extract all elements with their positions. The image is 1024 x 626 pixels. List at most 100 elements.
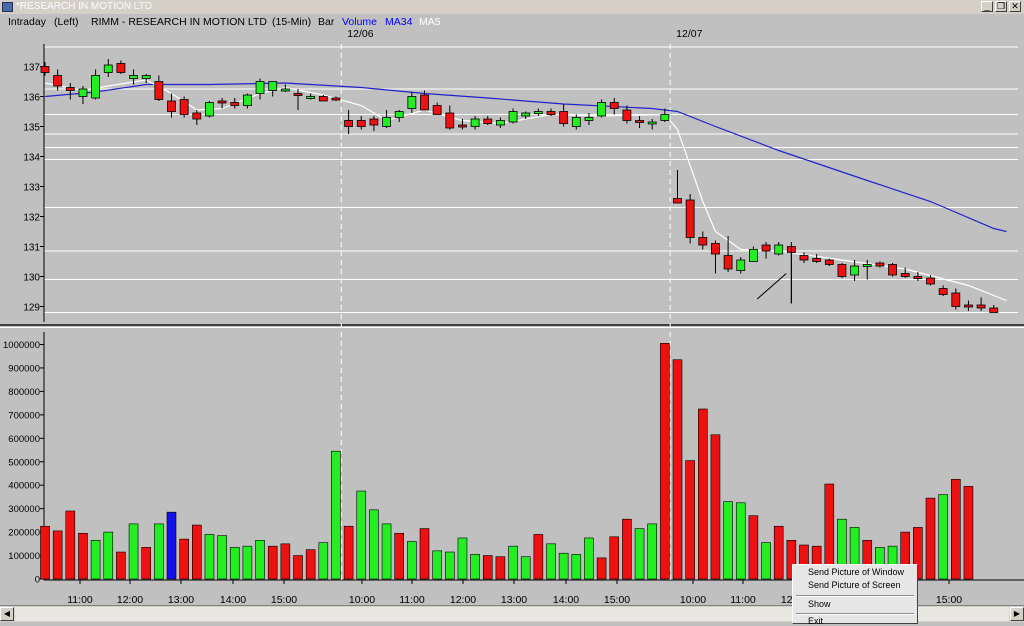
header-item: MA34 — [385, 16, 413, 28]
candle-body — [116, 63, 126, 73]
time-tick-label: 15:00 — [604, 594, 630, 606]
candle-body — [483, 118, 493, 124]
volume-tick-label: 1000000 — [3, 340, 40, 351]
candle-body — [989, 307, 999, 313]
candle-body — [217, 100, 227, 104]
candle-body — [698, 237, 708, 246]
volume-bar — [634, 528, 645, 580]
volume-bar — [394, 532, 405, 580]
candle-body — [723, 255, 733, 270]
candle-body — [382, 117, 391, 127]
candle-body — [635, 120, 644, 123]
candle-body — [318, 96, 328, 102]
candle-body — [344, 120, 354, 127]
volume-bar — [773, 525, 784, 580]
volume-bar — [369, 509, 379, 580]
title-bar[interactable]: *RESEARCH IN MOTION LTD _ ❐ ✕ — [0, 0, 1024, 15]
volume-bar — [558, 552, 569, 580]
candle-body — [533, 111, 543, 114]
chart-area[interactable]: 129 130 131 132 133 134 135 136 137 Intraday (Lef… — [0, 14, 1024, 606]
menu-item-exit[interactable]: Exit — [808, 616, 824, 626]
chart-svg[interactable]: 129 130 131 132 133 134 135 136 137 Intraday (Lef… — [0, 14, 1024, 606]
header-item: Bar — [318, 16, 335, 28]
candle-body — [129, 75, 138, 79]
candle-body — [91, 75, 100, 99]
candle-body — [913, 276, 923, 279]
menu-item-send-picture-window[interactable]: Send Picture of Window — [808, 567, 905, 577]
time-tick-label: 11:00 — [730, 594, 756, 606]
volume-bar — [963, 486, 974, 580]
volume-bar — [128, 523, 139, 580]
candle-body — [875, 262, 885, 267]
candle-body — [141, 75, 151, 79]
volume-bar — [204, 534, 215, 580]
menu-item-show[interactable]: Show — [808, 599, 831, 609]
app-icon — [2, 2, 13, 12]
candle-body — [103, 64, 113, 73]
volume-bar — [647, 523, 658, 580]
candle-body — [230, 102, 240, 106]
candle-body — [761, 244, 771, 252]
close-button[interactable]: ✕ — [1009, 1, 1021, 12]
price-tick-label: 129 — [23, 303, 40, 314]
volume-bar — [660, 343, 670, 580]
volume-bar — [40, 525, 50, 580]
volume-bar — [457, 537, 468, 580]
candle-body — [749, 249, 758, 262]
minimize-button[interactable]: _ — [981, 1, 993, 12]
candle-body — [268, 81, 278, 91]
volume-bar — [407, 541, 417, 580]
header-item: Intraday — [8, 16, 47, 28]
volume-bar — [432, 550, 442, 580]
candle-body — [242, 94, 252, 106]
candle-body — [420, 94, 429, 111]
candle-body — [799, 255, 809, 261]
context-menu[interactable]: Send Picture of Window Send Picture of S… — [792, 564, 918, 626]
volume-bar — [331, 450, 341, 580]
candle-body — [584, 117, 594, 121]
volume-tick-label: 400000 — [8, 481, 40, 492]
scroll-track[interactable] — [15, 607, 1009, 621]
date-label: 12/06 — [347, 28, 373, 40]
candle-body — [521, 112, 531, 117]
volume-bar — [381, 523, 392, 580]
candle-body — [167, 100, 176, 112]
candle-body — [622, 109, 632, 121]
price-tick-label: 134 — [23, 153, 40, 164]
candle-body — [736, 259, 746, 271]
candle-body — [850, 265, 859, 276]
candle-body — [824, 259, 834, 265]
scroll-right-arrow-icon[interactable]: ▶ — [1010, 607, 1024, 621]
volume-bar — [470, 554, 480, 580]
scroll-left-arrow-icon[interactable]: ◀ — [0, 607, 14, 621]
volume-bar — [938, 494, 948, 580]
volume-bar — [65, 510, 76, 580]
menu-separator — [796, 613, 914, 615]
candle-body — [432, 105, 442, 115]
volume-bar — [90, 540, 101, 580]
candle-body — [938, 288, 948, 295]
volume-bar — [141, 547, 151, 580]
time-tick-label: 13:00 — [168, 594, 194, 606]
restore-button[interactable]: ❐ — [995, 1, 1007, 12]
candle-body — [964, 304, 973, 308]
volume-tick-label: 500000 — [8, 457, 40, 468]
volume-bar — [925, 497, 936, 580]
candle-body — [862, 264, 872, 267]
horizontal-scrollbar[interactable]: ◀ ▶ — [0, 605, 1024, 622]
price-tick-label: 130 — [23, 273, 40, 284]
price-tick-label: 133 — [23, 183, 40, 194]
candle-body — [888, 264, 897, 276]
candle-body — [154, 81, 164, 100]
time-tick-label: 10:00 — [349, 594, 375, 606]
candle-body — [673, 198, 682, 204]
time-tick-label: 11:00 — [67, 594, 93, 606]
menu-item-send-picture-screen[interactable]: Send Picture of Screen — [808, 580, 901, 590]
header-item: Volume — [342, 16, 377, 28]
volume-bar — [343, 525, 354, 580]
volume-tick-label: 800000 — [8, 387, 40, 398]
candle-body — [65, 87, 75, 91]
header-item: RIMM - RESEARCH IN MOTION LTD — [91, 16, 267, 28]
volume-bar — [723, 501, 733, 580]
time-tick-label: 15:00 — [936, 594, 962, 606]
